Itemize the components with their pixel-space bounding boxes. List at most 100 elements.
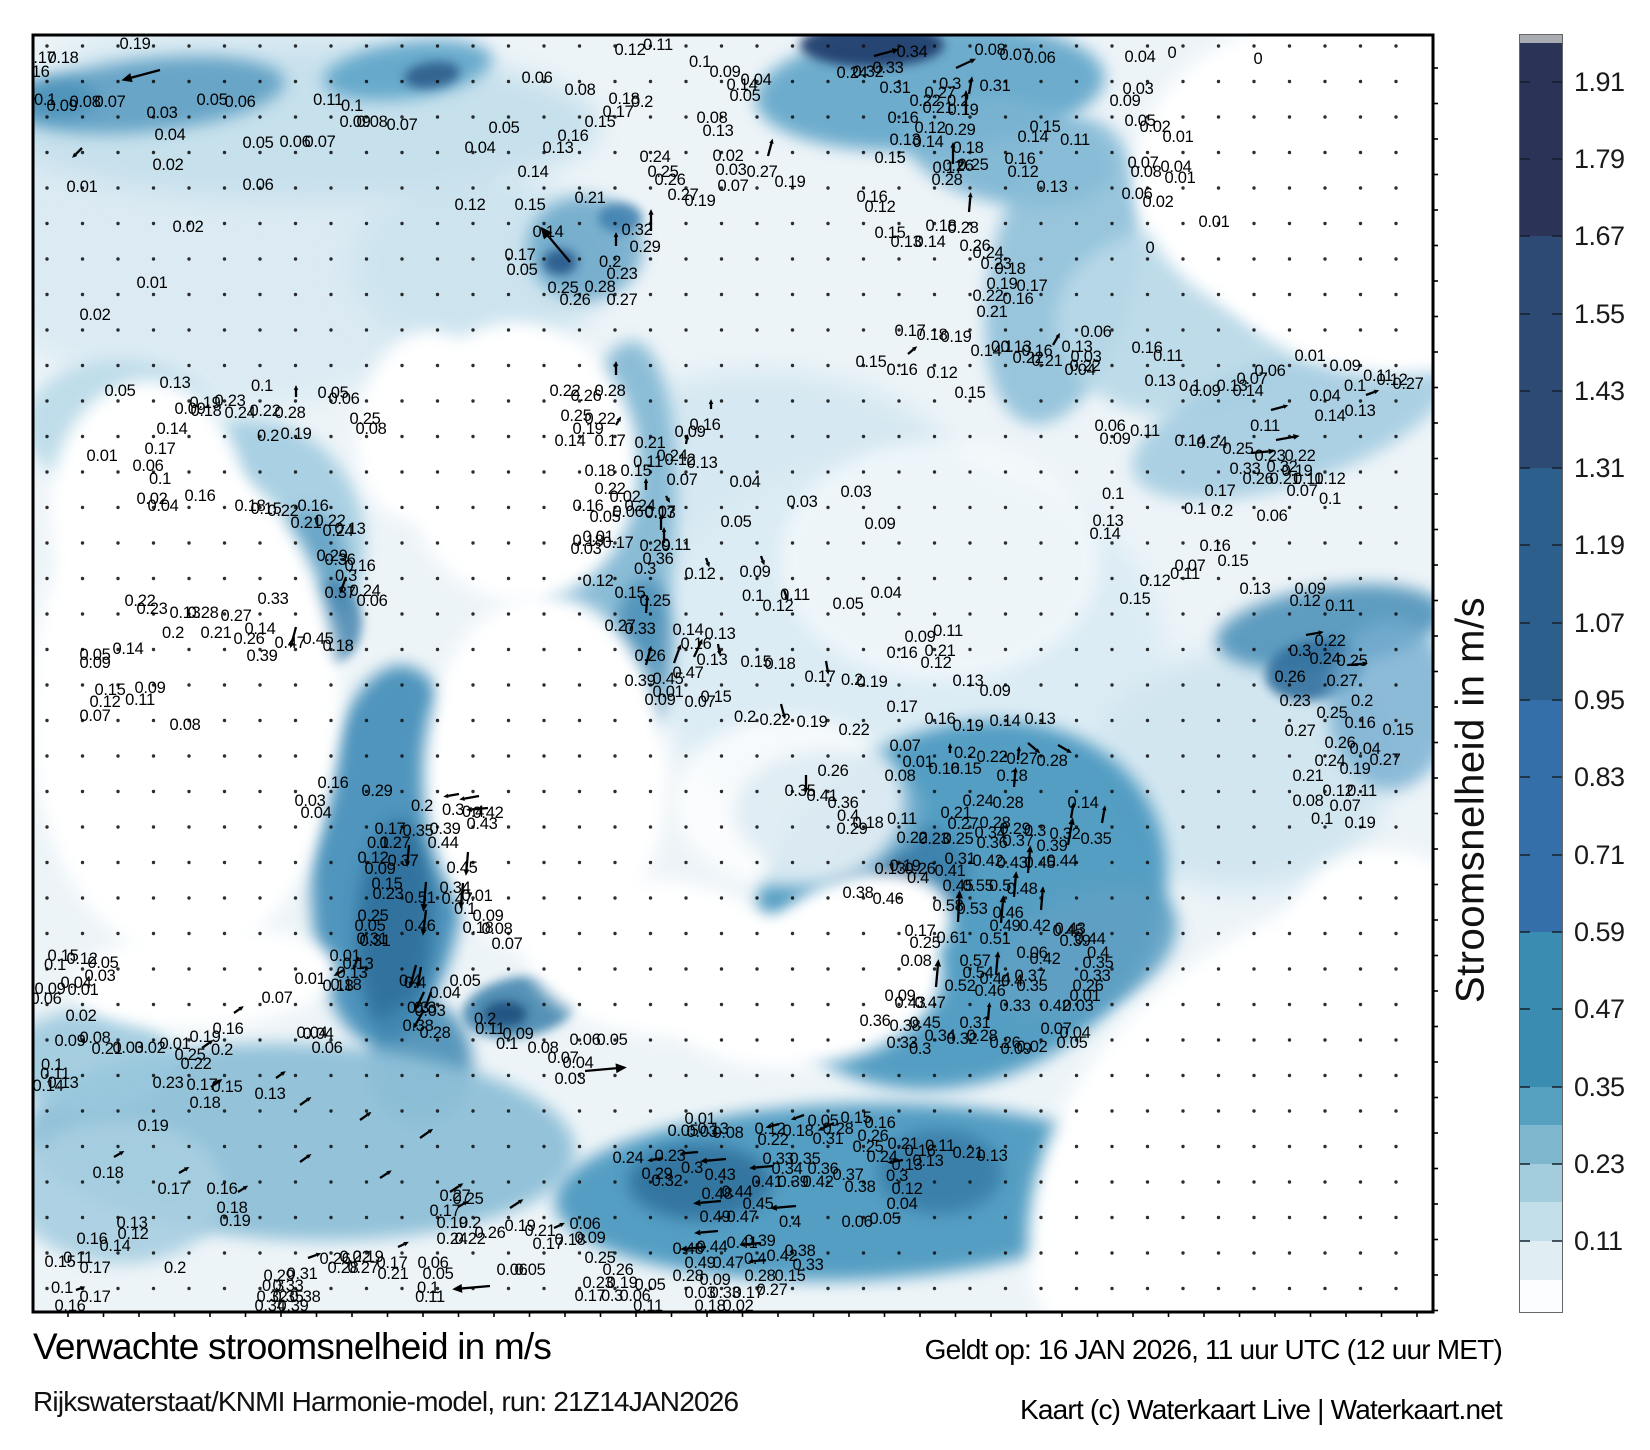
svg-text:0.24: 0.24	[225, 404, 256, 422]
svg-text:0.05: 0.05	[597, 1031, 628, 1049]
svg-text:0.2: 0.2	[1351, 692, 1373, 710]
svg-text:0.15: 0.15	[841, 1109, 872, 1127]
colorbar-tick	[1520, 1008, 1530, 1011]
svg-text:0.17: 0.17	[603, 534, 634, 552]
svg-text:0.06: 0.06	[1255, 362, 1286, 380]
svg-text:0.28: 0.28	[993, 794, 1024, 812]
svg-text:0.02: 0.02	[713, 147, 744, 165]
svg-text:0.47: 0.47	[713, 1254, 744, 1272]
svg-text:0.2: 0.2	[257, 427, 279, 445]
svg-text:0.1: 0.1	[496, 1035, 518, 1053]
svg-text:0.06: 0.06	[133, 457, 164, 475]
svg-text:0.12: 0.12	[1315, 470, 1346, 488]
svg-text:0.22: 0.22	[973, 287, 1004, 305]
svg-text:0.03: 0.03	[1071, 348, 1102, 366]
land-layer	[33, 35, 1433, 1312]
svg-text:0.27: 0.27	[1285, 722, 1316, 740]
svg-text:0.51: 0.51	[405, 889, 436, 907]
svg-text:0.1: 0.1	[454, 900, 476, 918]
svg-text:0.18: 0.18	[995, 260, 1026, 278]
svg-text:0.22: 0.22	[125, 592, 156, 610]
svg-text:0.24: 0.24	[350, 582, 381, 600]
svg-text:0.21: 0.21	[1032, 352, 1063, 370]
svg-text:0.14: 0.14	[1018, 128, 1049, 146]
svg-text:0.05: 0.05	[870, 1210, 901, 1228]
svg-text:0.25: 0.25	[350, 410, 381, 428]
svg-text:0.55: 0.55	[963, 877, 994, 895]
svg-text:0.09: 0.09	[905, 628, 936, 646]
svg-text:0.01: 0.01	[160, 1035, 191, 1053]
colorbar-tick	[1520, 1085, 1530, 1088]
svg-text:0.12: 0.12	[915, 119, 946, 137]
svg-text:0: 0	[1146, 239, 1155, 257]
svg-text:0.47: 0.47	[275, 634, 306, 652]
svg-text:0.28: 0.28	[585, 278, 616, 296]
svg-text:0.36: 0.36	[643, 550, 674, 568]
svg-text:0.02: 0.02	[80, 306, 111, 324]
colorbar-band	[1520, 700, 1562, 932]
svg-text:0.07: 0.07	[1237, 370, 1268, 388]
svg-text:0.01: 0.01	[330, 947, 361, 965]
svg-text:0.2: 0.2	[954, 744, 976, 762]
svg-text:0.14: 0.14	[518, 163, 549, 181]
svg-text:0.18: 0.18	[585, 462, 616, 480]
svg-text:0.05: 0.05	[730, 87, 761, 105]
colorbar-band	[1520, 236, 1562, 469]
svg-text:0.53: 0.53	[957, 900, 988, 918]
svg-text:0.2: 0.2	[947, 92, 969, 110]
svg-text:0.18: 0.18	[323, 977, 354, 995]
colorbar-tick	[1552, 157, 1562, 160]
svg-text:0.03: 0.03	[147, 104, 178, 122]
svg-text:0.39: 0.39	[1060, 932, 1091, 950]
colorbar-overflow-cap	[1520, 35, 1562, 43]
svg-text:0.35: 0.35	[273, 1288, 304, 1306]
credit-line: Kaart (c) Waterkaart Live | Waterkaart.n…	[1020, 1394, 1503, 1425]
svg-text:0.17: 0.17	[377, 1254, 408, 1272]
svg-text:0.2: 0.2	[459, 1214, 481, 1232]
svg-text:0.02: 0.02	[1143, 193, 1174, 211]
svg-text:0.25: 0.25	[1337, 652, 1368, 670]
colorbar-tick	[1520, 235, 1530, 238]
svg-text:0.46: 0.46	[873, 890, 904, 908]
svg-text:0.22: 0.22	[910, 92, 941, 110]
svg-text:0.38: 0.38	[785, 1242, 816, 1260]
svg-text:0.25: 0.25	[1317, 704, 1348, 722]
svg-text:0.32: 0.32	[853, 63, 884, 81]
svg-text:0.08: 0.08	[975, 41, 1006, 59]
svg-text:0.43: 0.43	[705, 1166, 736, 1184]
svg-text:0.11: 0.11	[1060, 131, 1090, 149]
svg-text:0.08: 0.08	[70, 93, 101, 111]
svg-text:0.12: 0.12	[358, 849, 389, 867]
svg-text:0.16: 0.16	[185, 487, 216, 505]
svg-text:0.39: 0.39	[1037, 837, 1068, 855]
svg-text:0.48: 0.48	[702, 1185, 733, 1203]
svg-text:0.01: 0.01	[137, 274, 168, 292]
svg-text:0.07: 0.07	[548, 1049, 579, 1067]
svg-text:0.11: 0.11	[1130, 422, 1160, 440]
svg-text:0.14: 0.14	[33, 1077, 64, 1095]
svg-text:0.09: 0.09	[1190, 382, 1221, 400]
svg-text:0.06: 0.06	[613, 503, 644, 521]
svg-text:0.31: 0.31	[960, 1014, 991, 1032]
svg-text:0.23: 0.23	[919, 830, 950, 848]
svg-text:0.39: 0.39	[625, 672, 656, 690]
svg-text:0.25: 0.25	[585, 1249, 616, 1267]
svg-text:0.13: 0.13	[255, 1085, 286, 1103]
colorbar-tick	[1520, 853, 1530, 856]
svg-text:0.03: 0.03	[1063, 997, 1094, 1015]
svg-text:0.27: 0.27	[757, 1281, 788, 1299]
svg-text:0.16: 0.16	[690, 416, 721, 434]
svg-text:0.42: 0.42	[767, 1247, 798, 1265]
svg-text:0.09: 0.09	[1100, 430, 1131, 448]
svg-text:0.05: 0.05	[515, 1261, 546, 1279]
svg-text:0.06: 0.06	[418, 1254, 449, 1272]
colorbar-band	[1520, 468, 1562, 701]
svg-text:0.31: 0.31	[880, 79, 911, 97]
svg-text:0.24: 0.24	[837, 64, 868, 82]
svg-text:0.2: 0.2	[599, 253, 621, 271]
svg-text:0.13: 0.13	[1001, 338, 1032, 356]
svg-text:0.01: 0.01	[903, 753, 934, 771]
svg-text:0.12: 0.12	[921, 654, 952, 672]
svg-text:0.35: 0.35	[1081, 830, 1112, 848]
svg-text:0.06: 0.06	[243, 176, 274, 194]
